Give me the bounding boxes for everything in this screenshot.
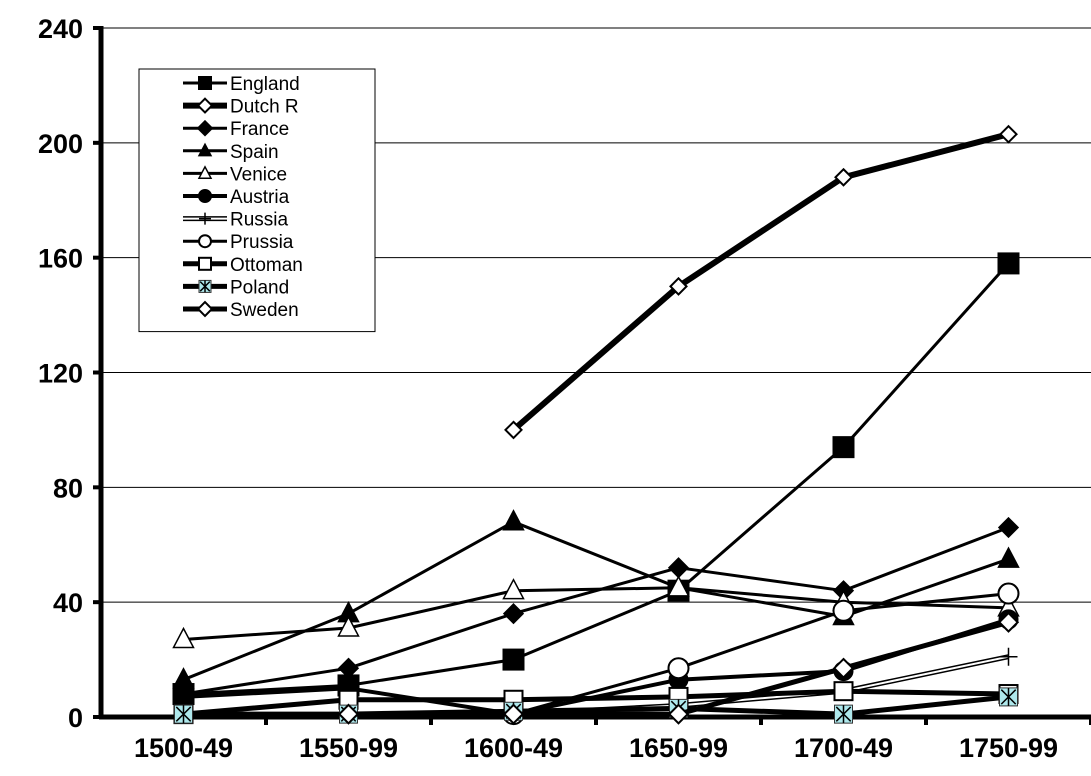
point-venice-1550-99	[337, 615, 360, 637]
legend-item-england: England	[183, 74, 300, 95]
series-dutch-r	[504, 124, 1018, 440]
point-poland-1750-99	[999, 687, 1018, 707]
legend-label-france: France	[230, 119, 289, 140]
y-tick-label-40: 40	[53, 588, 83, 618]
x-tick-label-1700-49: 1700-49	[794, 733, 893, 763]
legend-marker-austria	[198, 189, 212, 203]
series-france	[172, 516, 1020, 705]
legend-item-ottoman: Ottoman	[183, 255, 303, 276]
point-prussia-1750-99	[997, 582, 1020, 605]
point-sweden-1550-99	[337, 703, 360, 725]
point-sweden-1700-49	[832, 657, 855, 679]
point-sweden-1600-49	[502, 703, 525, 725]
series-line-england	[183, 262, 1010, 696]
point-ottoman-1700-49	[833, 681, 854, 702]
point-dutch-r-1650-99	[669, 276, 688, 296]
legend-label-russia: Russia	[230, 210, 289, 231]
legend-item-france: France	[183, 119, 289, 140]
legend-label-prussia: Prussia	[230, 232, 294, 253]
point-spain-1750-99	[997, 546, 1020, 568]
series-venice	[172, 575, 1020, 649]
y-tick-label-240: 240	[38, 14, 83, 44]
legend-label-poland: Poland	[230, 277, 289, 298]
point-venice-1650-99	[667, 575, 690, 597]
point-austria-1500-49	[173, 686, 194, 707]
legend-item-venice: Venice	[183, 164, 287, 185]
legend-item-spain: Spain	[183, 142, 279, 163]
point-russia-1750-99	[999, 647, 1018, 666]
legend-box	[138, 68, 376, 333]
point-france-1750-99	[997, 516, 1020, 539]
x-tick-label-1750-99: 1750-99	[959, 733, 1058, 763]
legend-marker-prussia	[198, 234, 212, 249]
legend-label-sweden: Sweden	[230, 300, 299, 321]
legend-marker-russia	[199, 212, 211, 225]
y-tick-label-0: 0	[68, 703, 83, 733]
y-tick-label-200: 200	[38, 129, 83, 159]
legend-item-austria: Austria	[183, 187, 290, 208]
legend-label-spain: Spain	[230, 142, 279, 163]
legend-label-england: England	[230, 74, 300, 95]
legend-marker-poland	[198, 279, 212, 293]
series-spain	[172, 509, 1020, 689]
y-tick-label-120: 120	[38, 359, 83, 389]
y-tick-label-160: 160	[38, 244, 83, 274]
legend-marker-dutch-r	[196, 97, 214, 114]
legend-item-sweden: Sweden	[183, 300, 299, 321]
legend-item-russia: Russia	[183, 210, 289, 231]
point-dutch-r-1750-99	[999, 124, 1018, 144]
y-tick-label-80: 80	[53, 473, 83, 503]
series-line-dutch-r	[511, 131, 1010, 433]
x-tick-label-1550-99: 1550-99	[299, 733, 398, 763]
series-line-venice	[183, 586, 1009, 641]
series-line-ottoman	[183, 688, 1009, 717]
series-line-france	[183, 526, 1010, 696]
legend-marker-england	[198, 76, 212, 90]
y-axis-ticks: 0 40 80 120 160 200 240	[38, 14, 101, 733]
series-line-poland	[183, 694, 1009, 717]
point-dutch-r-1600-49	[504, 420, 523, 440]
x-tick-label-1650-99: 1650-99	[629, 733, 728, 763]
point-france-1650-99	[667, 557, 690, 579]
legend-item-prussia: Prussia	[183, 232, 294, 253]
legend-label-austria: Austria	[230, 187, 290, 208]
point-sweden-1750-99	[997, 611, 1020, 633]
legend-marker-venice	[197, 165, 213, 179]
point-poland-1500-49	[174, 704, 193, 724]
legend-label-ottoman: Ottoman	[230, 255, 303, 276]
series-line-prussia	[513, 592, 1009, 716]
point-prussia-1700-49	[832, 599, 855, 622]
legend-marker-ottoman	[198, 256, 212, 271]
series-group	[172, 124, 1020, 726]
legend-marker-spain	[197, 142, 213, 157]
point-venice-1500-49	[172, 626, 195, 649]
x-tick-label-1500-49: 1500-49	[134, 733, 233, 763]
point-sweden-1650-99	[667, 703, 690, 725]
point-france-1600-49	[502, 603, 525, 625]
x-tick-label-1600-49: 1600-49	[464, 733, 563, 763]
point-venice-1600-49	[502, 578, 525, 600]
point-spain-1600-49	[502, 509, 525, 531]
point-england-1750-99	[997, 252, 1020, 275]
point-prussia-1650-99	[667, 657, 690, 680]
legend-marker-sweden	[196, 300, 214, 318]
point-france-1550-99	[337, 657, 360, 679]
point-england-1600-49	[502, 648, 525, 671]
point-poland-1700-49	[834, 704, 853, 724]
legend-item-poland: Poland	[183, 277, 289, 298]
legend-item-dutch-r: Dutch R	[183, 97, 299, 118]
legend-label-venice: Venice	[230, 164, 287, 185]
legend-marker-france	[196, 119, 214, 137]
x-axis-ticks: 1500-49 1550-99 1600-49 1650-99 1700-49 1750-…	[134, 717, 1091, 763]
series-sweden	[337, 611, 1020, 725]
legend-label-dutch-r: Dutch R	[230, 97, 299, 118]
point-dutch-r-1700-49	[834, 167, 853, 187]
point-england-1700-49	[832, 436, 855, 459]
